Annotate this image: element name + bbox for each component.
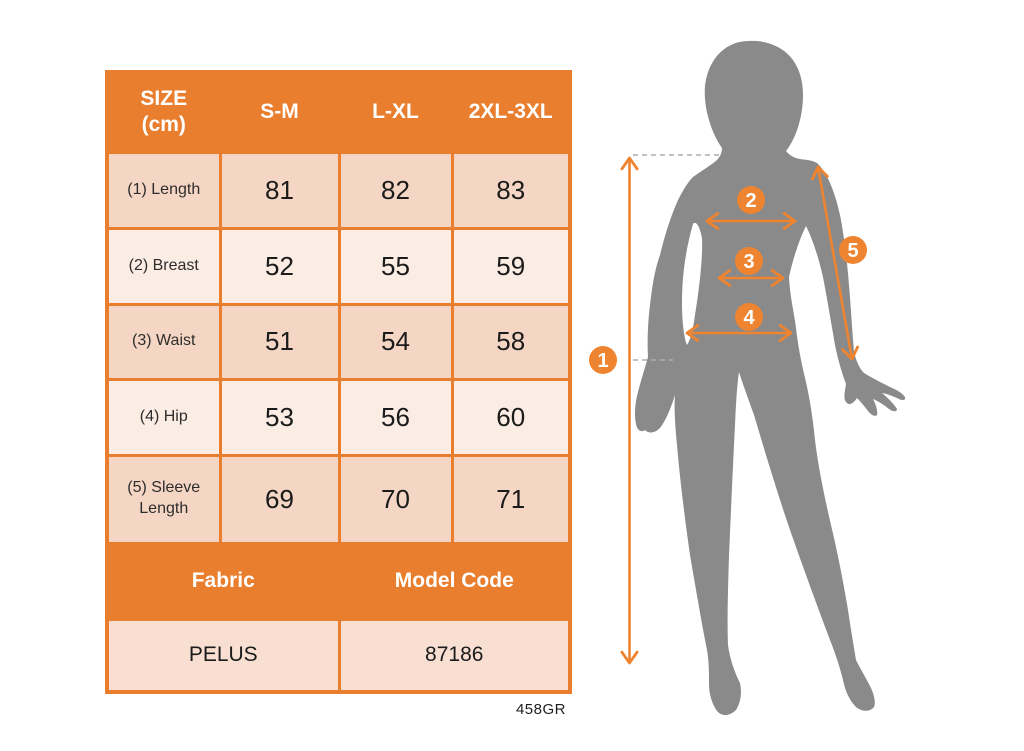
model-code-header-cell: Model Code [337, 541, 572, 621]
value-cell: 70 [337, 453, 454, 545]
table-row-hip: (4) Hip 53 56 60 [105, 377, 572, 457]
value-cell: 56 [337, 377, 454, 457]
fabric-value-cell: PELUS [105, 617, 341, 694]
badge-3-waist: 3 [735, 247, 763, 275]
value-cell: 60 [450, 377, 572, 457]
value-cell: 69 [218, 453, 341, 545]
table-header-row: SIZE (cm) S-M L-XL 2XL-3XL [105, 70, 572, 154]
value-cell: 82 [337, 150, 454, 230]
value-cell: 58 [450, 302, 572, 381]
svg-text:3: 3 [743, 251, 754, 273]
svg-text:5: 5 [847, 240, 858, 262]
column-header-s-m: S-M [218, 70, 341, 154]
table-row-waist: (3) Waist 51 54 58 [105, 302, 572, 381]
product-code-note: 458GR [515, 701, 566, 718]
table-row-sleeve-length: (5) Sleeve Length 69 70 71 [105, 453, 572, 545]
value-cell: 81 [218, 150, 341, 230]
row-label: (3) Waist [105, 302, 222, 381]
value-cell: 52 [218, 226, 341, 306]
svg-text:4: 4 [743, 307, 755, 329]
value-cell: 55 [337, 226, 454, 306]
table-row-length: (1) Length 81 82 83 [105, 150, 572, 230]
value-cell: 83 [450, 150, 572, 230]
badge-5-sleeve: 5 [839, 236, 867, 264]
table-footer-value-row: PELUS 87186 [105, 617, 572, 694]
badge-1-length: 1 [589, 346, 617, 374]
value-cell: 59 [450, 226, 572, 306]
svg-text:2: 2 [745, 190, 756, 212]
model-code-value-cell: 87186 [337, 617, 572, 694]
fabric-header-cell: Fabric [105, 541, 341, 621]
row-label: (1) Length [105, 150, 222, 230]
size-table: SIZE (cm) S-M L-XL 2XL-3XL (1) Length 81… [105, 70, 572, 694]
size-cm-header-cell: SIZE (cm) [105, 70, 222, 154]
female-silhouette [634, 40, 906, 716]
table-row-breast: (2) Breast 52 55 59 [105, 226, 572, 306]
column-header-2xl-3xl: 2XL-3XL [450, 70, 572, 154]
value-cell: 54 [337, 302, 454, 381]
badge-4-hip: 4 [735, 303, 763, 331]
table-footer-header-row: Fabric Model Code [105, 541, 572, 621]
row-label: (2) Breast [105, 226, 222, 306]
value-cell: 51 [218, 302, 341, 381]
svg-text:1: 1 [597, 350, 608, 372]
row-label: (4) Hip [105, 377, 222, 457]
value-cell: 71 [450, 453, 572, 545]
row-label: (5) Sleeve Length [105, 453, 222, 545]
column-header-l-xl: L-XL [337, 70, 454, 154]
sleeve-measure-arrow [811, 165, 859, 361]
size-title: SIZE [140, 87, 188, 110]
badge-2-breast: 2 [737, 186, 765, 214]
value-cell: 53 [218, 377, 341, 457]
size-unit: (cm) [141, 113, 186, 137]
